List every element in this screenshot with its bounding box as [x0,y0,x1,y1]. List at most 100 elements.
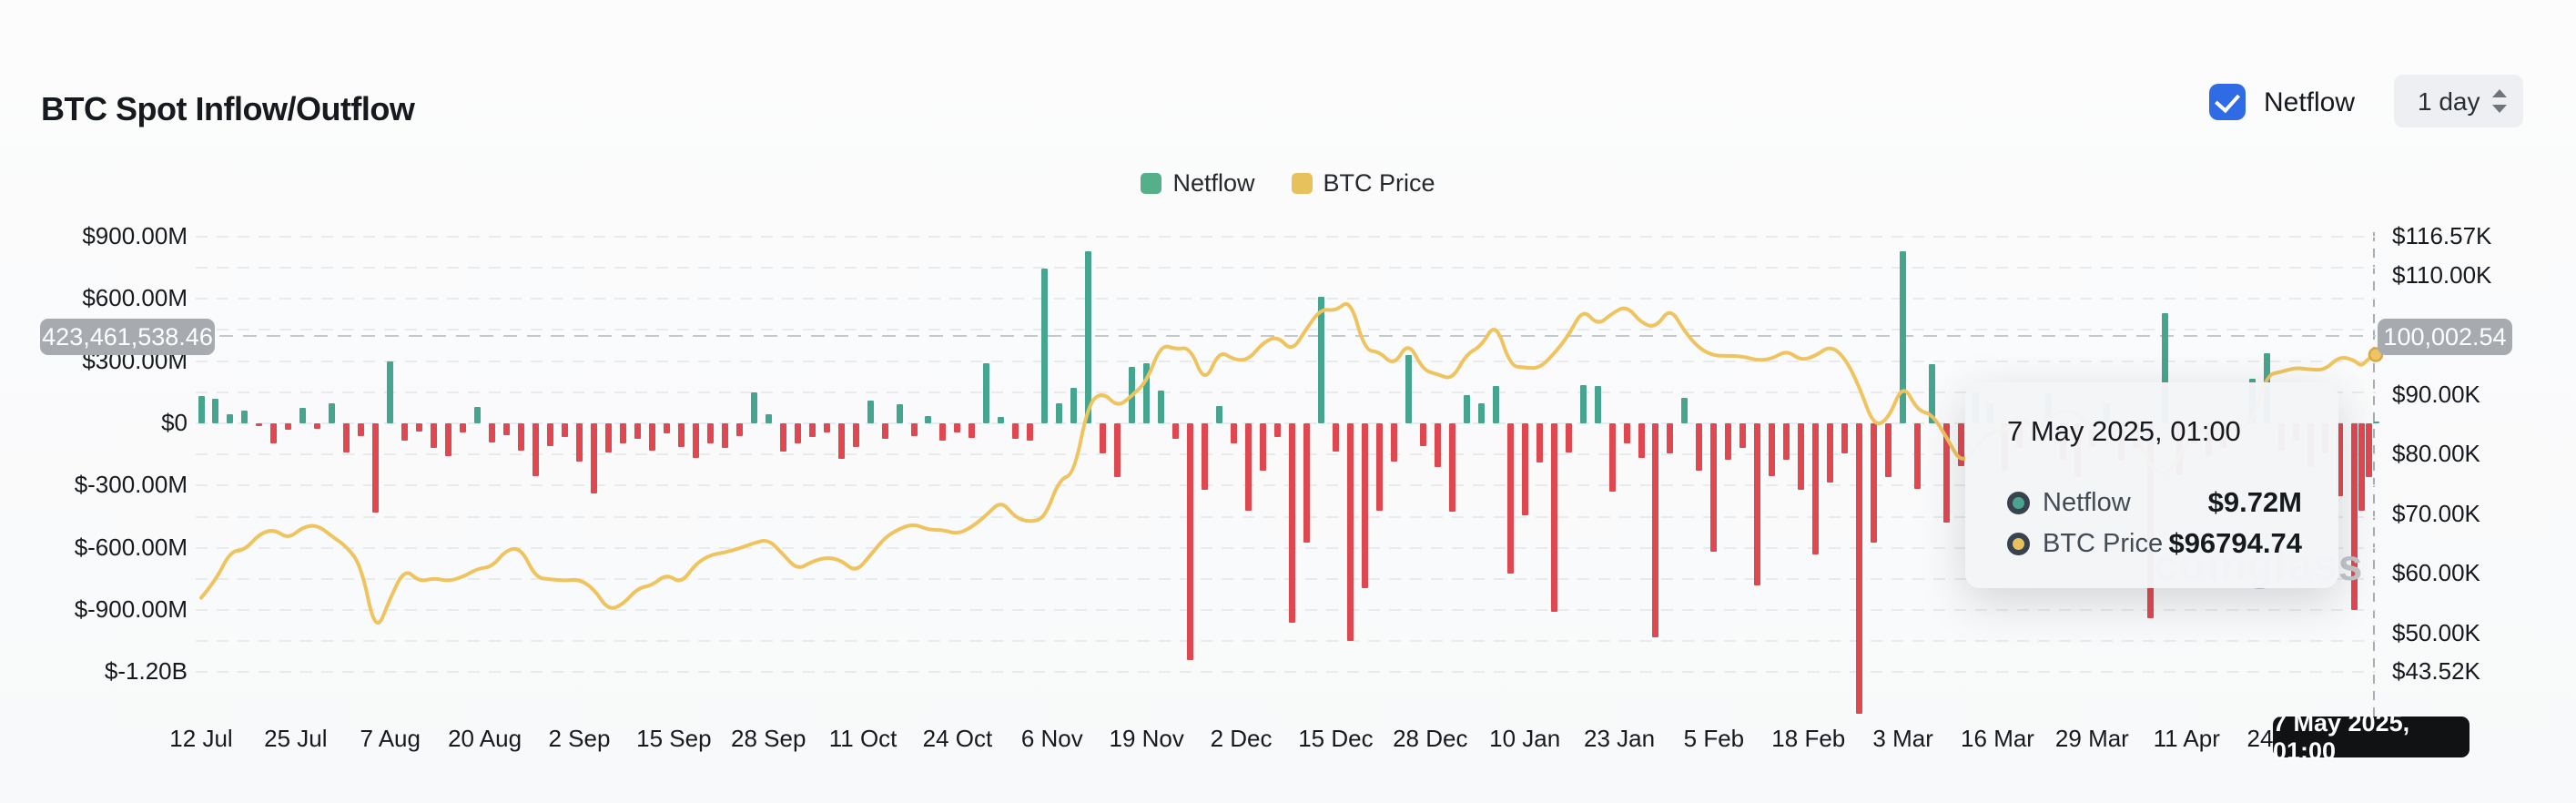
netflow-bar[interactable] [1216,405,1223,423]
netflow-bar[interactable] [1783,423,1790,460]
netflow-bar[interactable] [1245,423,1253,511]
netflow-bar[interactable] [285,423,292,430]
netflow-bar[interactable] [1798,423,1805,490]
netflow-bar[interactable] [1492,385,1499,423]
netflow-bar[interactable] [808,423,816,437]
netflow-bar[interactable] [1070,388,1078,423]
netflow-bar[interactable] [1477,403,1485,423]
netflow-bar[interactable] [1929,364,1936,423]
netflow-bar[interactable] [1579,384,1587,423]
netflow-bar[interactable] [823,423,830,433]
netflow-bar[interactable] [619,423,626,443]
netflow-bar[interactable] [299,407,307,423]
netflow-bar[interactable] [721,423,728,449]
netflow-bar[interactable] [431,423,438,449]
netflow-bar[interactable] [212,398,219,423]
netflow-bar[interactable] [1027,423,1034,442]
netflow-bar[interactable] [1303,423,1310,543]
netflow-bar[interactable] [503,423,511,435]
netflow-bar[interactable] [1143,362,1151,423]
netflow-bar[interactable] [969,423,976,438]
netflow-bar[interactable] [954,423,961,433]
netflow-bar[interactable] [881,423,888,440]
netflow-bar[interactable] [575,423,583,462]
legend-item-netflow[interactable]: Netflow [1141,169,1255,198]
netflow-bar[interactable] [1274,423,1281,437]
netflow-bar[interactable] [1565,423,1572,452]
netflow-bar[interactable] [2161,313,2168,423]
netflow-bar[interactable] [779,423,786,452]
netflow-bar[interactable] [1696,423,1703,472]
netflow-bar[interactable] [1506,423,1514,574]
netflow-bar[interactable] [1856,423,1863,714]
netflow-bar[interactable] [1405,354,1412,423]
netflow-bar[interactable] [1769,423,1776,477]
netflow-bar[interactable] [227,413,234,423]
netflow-bar[interactable] [1900,250,1907,423]
netflow-bar[interactable] [677,423,685,448]
netflow-bar[interactable] [561,423,568,437]
netflow-bar[interactable] [2372,421,2379,423]
netflow-checkbox-label[interactable]: Netflow [2264,87,2356,117]
netflow-bar[interactable] [867,400,874,423]
netflow-bar[interactable] [1958,423,1965,466]
netflow-bar[interactable] [1521,423,1528,516]
netflow-bar[interactable] [910,423,918,436]
netflow-bar[interactable] [1871,423,1878,543]
netflow-bar[interactable] [387,361,394,423]
netflow-bar[interactable] [532,423,540,477]
netflow-bar[interactable] [1710,423,1718,553]
netflow-bar[interactable] [445,423,452,457]
netflow-bar[interactable] [939,423,947,442]
netflow-bar[interactable] [1739,423,1747,449]
netflow-bar[interactable] [1231,423,1238,443]
netflow-bar[interactable] [314,423,321,429]
netflow-bar[interactable] [1375,423,1383,511]
netflow-bar[interactable] [329,403,336,423]
netflow-bar[interactable] [1536,423,1543,463]
netflow-bar[interactable] [416,423,423,432]
netflow-bar[interactable] [518,423,525,451]
netflow-bar[interactable] [198,396,205,423]
netflow-bar[interactable] [256,423,263,427]
netflow-bar[interactable] [2365,423,2372,478]
netflow-bar[interactable] [1827,423,1834,483]
netflow-bar[interactable] [896,404,903,423]
netflow-bar[interactable] [1623,423,1630,443]
netflow-bar[interactable] [765,413,772,423]
netflow-checkbox[interactable] [2209,84,2246,120]
netflow-bar[interactable] [837,423,845,459]
netflow-bar[interactable] [1012,423,1019,440]
netflow-bar[interactable] [1754,423,1761,585]
netflow-bar[interactable] [1187,423,1194,660]
netflow-bar[interactable] [1361,423,1368,589]
netflow-bar[interactable] [1652,423,1659,637]
netflow-bar[interactable] [1594,385,1601,423]
netflow-bar[interactable] [1346,423,1354,642]
netflow-bar[interactable] [1158,390,1165,423]
netflow-bar[interactable] [1288,423,1295,623]
netflow-bar[interactable] [735,423,743,436]
netflow-bar[interactable] [590,423,597,494]
netflow-bar[interactable] [547,423,554,447]
netflow-bar[interactable] [1725,423,1732,460]
netflow-bar[interactable] [1638,423,1645,458]
netflow-bar[interactable] [474,406,482,423]
netflow-bar[interactable] [1056,403,1063,423]
netflow-bar[interactable] [1260,423,1267,472]
netflow-bar[interactable] [852,423,859,448]
netflow-bar[interactable] [1317,297,1324,423]
netflow-bar[interactable] [1681,397,1689,423]
netflow-bar[interactable] [663,423,670,434]
netflow-bar[interactable] [1172,423,1180,440]
netflow-bar[interactable] [1390,423,1397,462]
netflow-bar[interactable] [1085,250,1092,423]
netflow-bar[interactable] [1463,395,1470,423]
netflow-bar[interactable] [1914,423,1922,489]
netflow-bar[interactable] [983,362,990,423]
netflow-bar[interactable] [460,423,467,433]
netflow-bar[interactable] [2350,423,2358,611]
netflow-bar[interactable] [241,411,248,423]
legend-item-btc-price[interactable]: BTC Price [1291,169,1435,198]
netflow-bar[interactable] [270,423,278,443]
